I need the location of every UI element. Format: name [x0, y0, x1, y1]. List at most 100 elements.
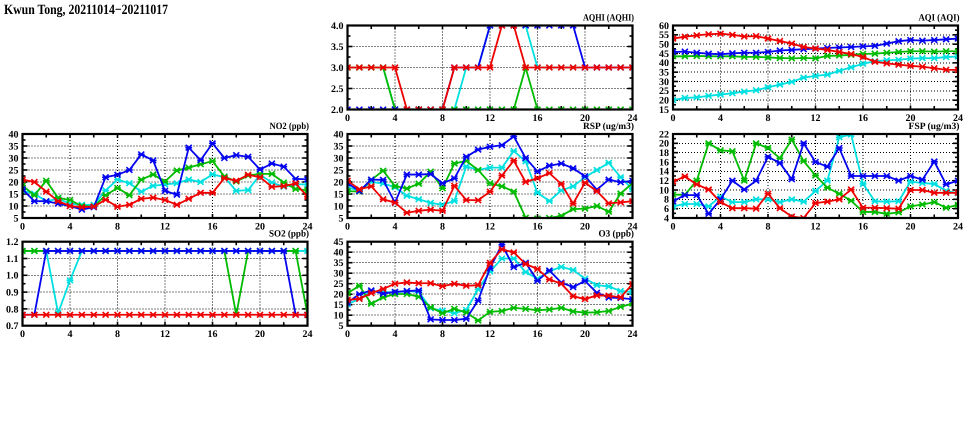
- svg-text:12: 12: [485, 221, 495, 232]
- svg-text:30: 30: [659, 77, 669, 88]
- svg-text:24: 24: [953, 113, 963, 124]
- svg-text:1.0: 1.0: [6, 271, 19, 282]
- svg-text:24: 24: [303, 221, 313, 232]
- svg-text:20: 20: [906, 113, 916, 124]
- svg-text:12: 12: [160, 329, 170, 340]
- svg-text:20: 20: [334, 290, 344, 301]
- svg-text:AQHI (AQHI): AQHI (AQHI): [583, 13, 634, 24]
- svg-text:20: 20: [659, 139, 669, 150]
- svg-text:20: 20: [580, 221, 590, 232]
- svg-text:4: 4: [718, 221, 723, 232]
- svg-text:15: 15: [9, 189, 19, 200]
- svg-text:18: 18: [659, 148, 669, 159]
- svg-text:AQI (AQI): AQI (AQI): [919, 13, 960, 24]
- svg-text:20: 20: [659, 96, 669, 107]
- svg-text:12: 12: [811, 113, 821, 124]
- svg-text:15: 15: [334, 300, 344, 311]
- svg-text:25: 25: [9, 165, 19, 176]
- svg-text:45: 45: [334, 237, 344, 248]
- svg-text:14: 14: [659, 167, 669, 178]
- svg-text:16: 16: [208, 221, 218, 232]
- svg-text:8: 8: [440, 221, 445, 232]
- svg-text:12: 12: [811, 221, 821, 232]
- svg-text:10: 10: [659, 185, 669, 196]
- svg-text:4: 4: [718, 113, 723, 124]
- svg-text:FSP (ug/m3): FSP (ug/m3): [909, 121, 960, 132]
- svg-text:5: 5: [339, 321, 344, 332]
- svg-text:RSP (ug/m3): RSP (ug/m3): [583, 121, 634, 132]
- svg-text:24: 24: [628, 221, 638, 232]
- svg-text:2.5: 2.5: [331, 84, 344, 95]
- svg-text:15: 15: [659, 105, 669, 116]
- svg-text:24: 24: [628, 329, 638, 340]
- svg-text:10: 10: [334, 311, 344, 322]
- svg-text:0.8: 0.8: [6, 304, 19, 315]
- svg-text:SO2 (ppb): SO2 (ppb): [269, 229, 309, 240]
- svg-text:8: 8: [766, 113, 771, 124]
- svg-text:10: 10: [9, 201, 19, 212]
- svg-text:20: 20: [255, 221, 265, 232]
- svg-text:30: 30: [334, 153, 344, 164]
- svg-text:35: 35: [659, 68, 669, 79]
- svg-text:16: 16: [533, 329, 543, 340]
- svg-text:NO2 (ppb): NO2 (ppb): [270, 121, 310, 132]
- svg-text:20: 20: [906, 221, 916, 232]
- svg-text:Kwun Tong, 20211014−20211017: Kwun Tong, 20211014−20211017: [4, 2, 168, 18]
- svg-text:24: 24: [953, 221, 963, 232]
- svg-text:40: 40: [334, 129, 344, 140]
- svg-text:16: 16: [208, 329, 218, 340]
- svg-text:35: 35: [334, 258, 344, 269]
- svg-text:2.0: 2.0: [331, 105, 344, 116]
- svg-text:45: 45: [659, 49, 669, 60]
- svg-text:0: 0: [20, 329, 25, 340]
- svg-text:16: 16: [659, 157, 669, 168]
- svg-text:50: 50: [659, 40, 669, 51]
- svg-text:0: 0: [345, 329, 350, 340]
- svg-text:35: 35: [334, 141, 344, 152]
- svg-text:16: 16: [533, 221, 543, 232]
- svg-text:20: 20: [580, 113, 590, 124]
- svg-text:8: 8: [664, 195, 669, 206]
- svg-text:1.1: 1.1: [6, 254, 19, 265]
- svg-text:25: 25: [334, 279, 344, 290]
- svg-text:20: 20: [255, 329, 265, 340]
- svg-text:20: 20: [9, 177, 19, 188]
- svg-text:16: 16: [858, 113, 868, 124]
- svg-text:55: 55: [659, 30, 669, 41]
- svg-text:3.5: 3.5: [331, 42, 344, 53]
- svg-text:4: 4: [68, 221, 73, 232]
- svg-text:16: 16: [858, 221, 868, 232]
- svg-text:35: 35: [9, 141, 19, 152]
- svg-text:20: 20: [334, 177, 344, 188]
- svg-text:40: 40: [334, 248, 344, 259]
- svg-text:5: 5: [339, 213, 344, 224]
- svg-text:40: 40: [659, 58, 669, 69]
- svg-text:30: 30: [334, 269, 344, 280]
- svg-text:4.0: 4.0: [331, 21, 344, 32]
- svg-text:0: 0: [20, 221, 25, 232]
- svg-text:25: 25: [659, 86, 669, 97]
- svg-text:24: 24: [303, 329, 313, 340]
- svg-text:15: 15: [334, 189, 344, 200]
- svg-text:0: 0: [671, 221, 676, 232]
- svg-text:6: 6: [664, 204, 669, 215]
- svg-text:60: 60: [659, 21, 669, 32]
- svg-text:3.0: 3.0: [331, 63, 344, 74]
- svg-text:0.7: 0.7: [6, 321, 19, 332]
- svg-text:40: 40: [9, 129, 19, 140]
- svg-text:0.9: 0.9: [6, 288, 19, 299]
- svg-text:4: 4: [393, 221, 398, 232]
- svg-text:0: 0: [671, 113, 676, 124]
- svg-text:8: 8: [766, 221, 771, 232]
- svg-text:8: 8: [440, 113, 445, 124]
- svg-text:5: 5: [14, 213, 19, 224]
- svg-text:8: 8: [115, 221, 120, 232]
- svg-text:10: 10: [334, 201, 344, 212]
- svg-text:22: 22: [659, 129, 669, 140]
- svg-text:1.2: 1.2: [6, 237, 19, 248]
- svg-text:4: 4: [664, 213, 669, 224]
- svg-text:0: 0: [345, 113, 350, 124]
- svg-text:O3 (ppb): O3 (ppb): [599, 229, 635, 240]
- svg-text:8: 8: [440, 329, 445, 340]
- svg-text:12: 12: [659, 176, 669, 187]
